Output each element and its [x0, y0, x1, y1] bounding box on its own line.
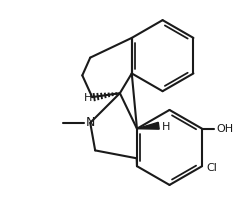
- Text: H: H: [84, 93, 92, 103]
- Text: N: N: [85, 116, 95, 129]
- Text: OH: OH: [216, 124, 233, 134]
- Text: Cl: Cl: [206, 163, 217, 173]
- Polygon shape: [137, 122, 159, 129]
- Text: H: H: [162, 122, 170, 132]
